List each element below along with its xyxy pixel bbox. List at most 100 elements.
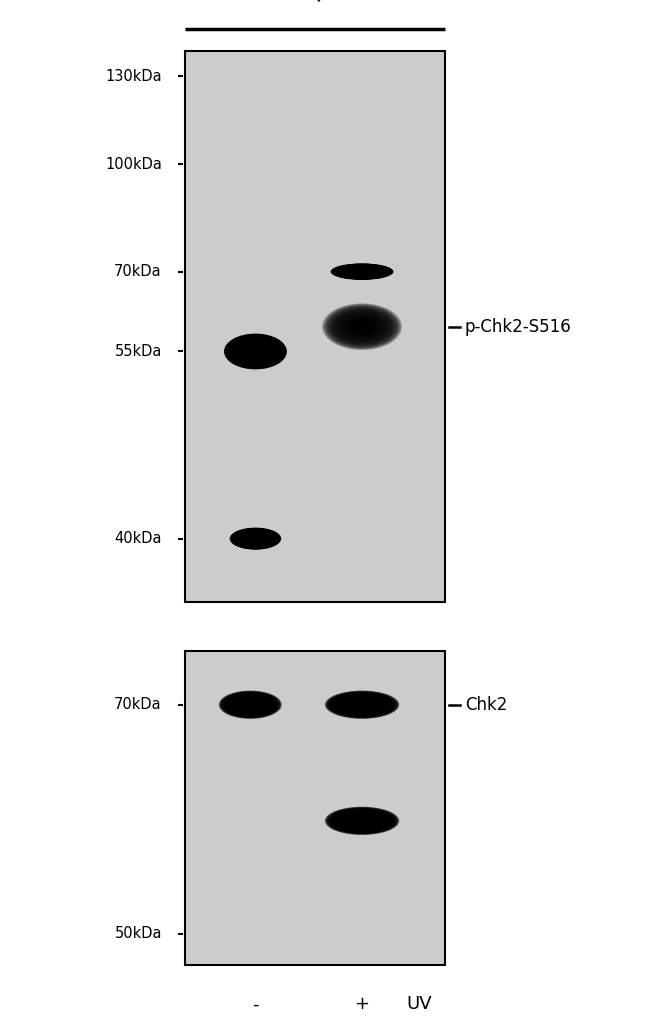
Ellipse shape [336, 811, 388, 830]
Ellipse shape [347, 699, 377, 710]
Ellipse shape [325, 690, 399, 719]
Ellipse shape [246, 346, 265, 357]
Ellipse shape [337, 312, 387, 342]
Ellipse shape [334, 810, 390, 831]
Ellipse shape [350, 269, 374, 275]
Ellipse shape [340, 265, 384, 278]
Ellipse shape [332, 694, 392, 716]
Ellipse shape [245, 534, 266, 543]
Ellipse shape [237, 342, 274, 362]
Ellipse shape [243, 345, 268, 359]
Ellipse shape [332, 263, 392, 280]
Ellipse shape [328, 307, 396, 347]
Ellipse shape [230, 338, 281, 365]
Ellipse shape [342, 813, 382, 828]
Ellipse shape [237, 341, 274, 362]
Ellipse shape [343, 267, 381, 277]
Ellipse shape [235, 340, 276, 363]
Ellipse shape [236, 530, 275, 547]
Ellipse shape [228, 695, 272, 714]
Ellipse shape [335, 264, 389, 279]
Ellipse shape [229, 336, 281, 366]
Ellipse shape [341, 267, 384, 277]
Ellipse shape [224, 693, 277, 717]
Ellipse shape [230, 528, 281, 549]
Ellipse shape [233, 529, 278, 548]
Text: 130kDa: 130kDa [105, 69, 162, 83]
Ellipse shape [335, 695, 389, 715]
Ellipse shape [330, 308, 394, 346]
Ellipse shape [236, 699, 265, 711]
Ellipse shape [232, 697, 268, 713]
Ellipse shape [226, 334, 285, 368]
Ellipse shape [332, 809, 393, 832]
Ellipse shape [333, 264, 391, 279]
Ellipse shape [352, 270, 372, 274]
Ellipse shape [352, 269, 372, 275]
Text: UV: UV [406, 995, 432, 1014]
Ellipse shape [342, 697, 382, 712]
Ellipse shape [350, 269, 374, 275]
Ellipse shape [238, 531, 273, 546]
Ellipse shape [327, 691, 397, 718]
Bar [185, 51, 445, 602]
Ellipse shape [224, 333, 287, 369]
Ellipse shape [242, 533, 269, 544]
Ellipse shape [334, 311, 390, 343]
Ellipse shape [231, 529, 280, 548]
Ellipse shape [333, 694, 391, 715]
Ellipse shape [337, 265, 387, 278]
Ellipse shape [331, 263, 393, 280]
Ellipse shape [232, 529, 279, 548]
Ellipse shape [243, 533, 268, 544]
Ellipse shape [331, 309, 393, 345]
Ellipse shape [341, 697, 384, 713]
Text: 100kDa: 100kDa [105, 156, 162, 172]
Ellipse shape [239, 532, 272, 545]
Ellipse shape [248, 536, 263, 541]
Ellipse shape [223, 693, 278, 717]
Ellipse shape [229, 696, 272, 714]
Ellipse shape [339, 265, 385, 278]
Ellipse shape [346, 268, 378, 276]
Ellipse shape [344, 698, 380, 711]
Ellipse shape [351, 269, 373, 275]
Ellipse shape [222, 691, 279, 717]
Ellipse shape [326, 306, 398, 348]
Bar [185, 651, 445, 965]
Ellipse shape [345, 699, 379, 711]
Ellipse shape [237, 531, 274, 546]
Ellipse shape [354, 270, 370, 274]
Ellipse shape [221, 691, 280, 718]
Ellipse shape [340, 812, 384, 829]
Ellipse shape [343, 267, 382, 277]
Ellipse shape [335, 311, 389, 343]
Ellipse shape [332, 694, 393, 716]
Ellipse shape [244, 534, 267, 543]
Ellipse shape [240, 343, 270, 360]
Ellipse shape [332, 309, 392, 345]
Ellipse shape [227, 695, 274, 715]
Ellipse shape [244, 345, 267, 358]
Ellipse shape [326, 690, 398, 718]
Ellipse shape [231, 528, 280, 549]
Ellipse shape [227, 335, 284, 367]
Ellipse shape [220, 690, 281, 718]
Ellipse shape [323, 304, 401, 350]
Ellipse shape [335, 264, 389, 279]
Ellipse shape [326, 807, 398, 835]
Ellipse shape [226, 694, 275, 715]
Ellipse shape [231, 696, 270, 713]
Ellipse shape [338, 696, 386, 714]
Ellipse shape [330, 809, 395, 833]
Text: NIH/3T3: NIH/3T3 [307, 0, 372, 5]
Ellipse shape [234, 698, 266, 712]
Ellipse shape [238, 699, 263, 710]
Ellipse shape [232, 339, 279, 365]
Ellipse shape [224, 694, 276, 716]
Ellipse shape [329, 691, 395, 717]
Ellipse shape [242, 533, 268, 544]
Ellipse shape [244, 534, 266, 543]
Ellipse shape [333, 264, 391, 279]
Ellipse shape [219, 690, 281, 719]
